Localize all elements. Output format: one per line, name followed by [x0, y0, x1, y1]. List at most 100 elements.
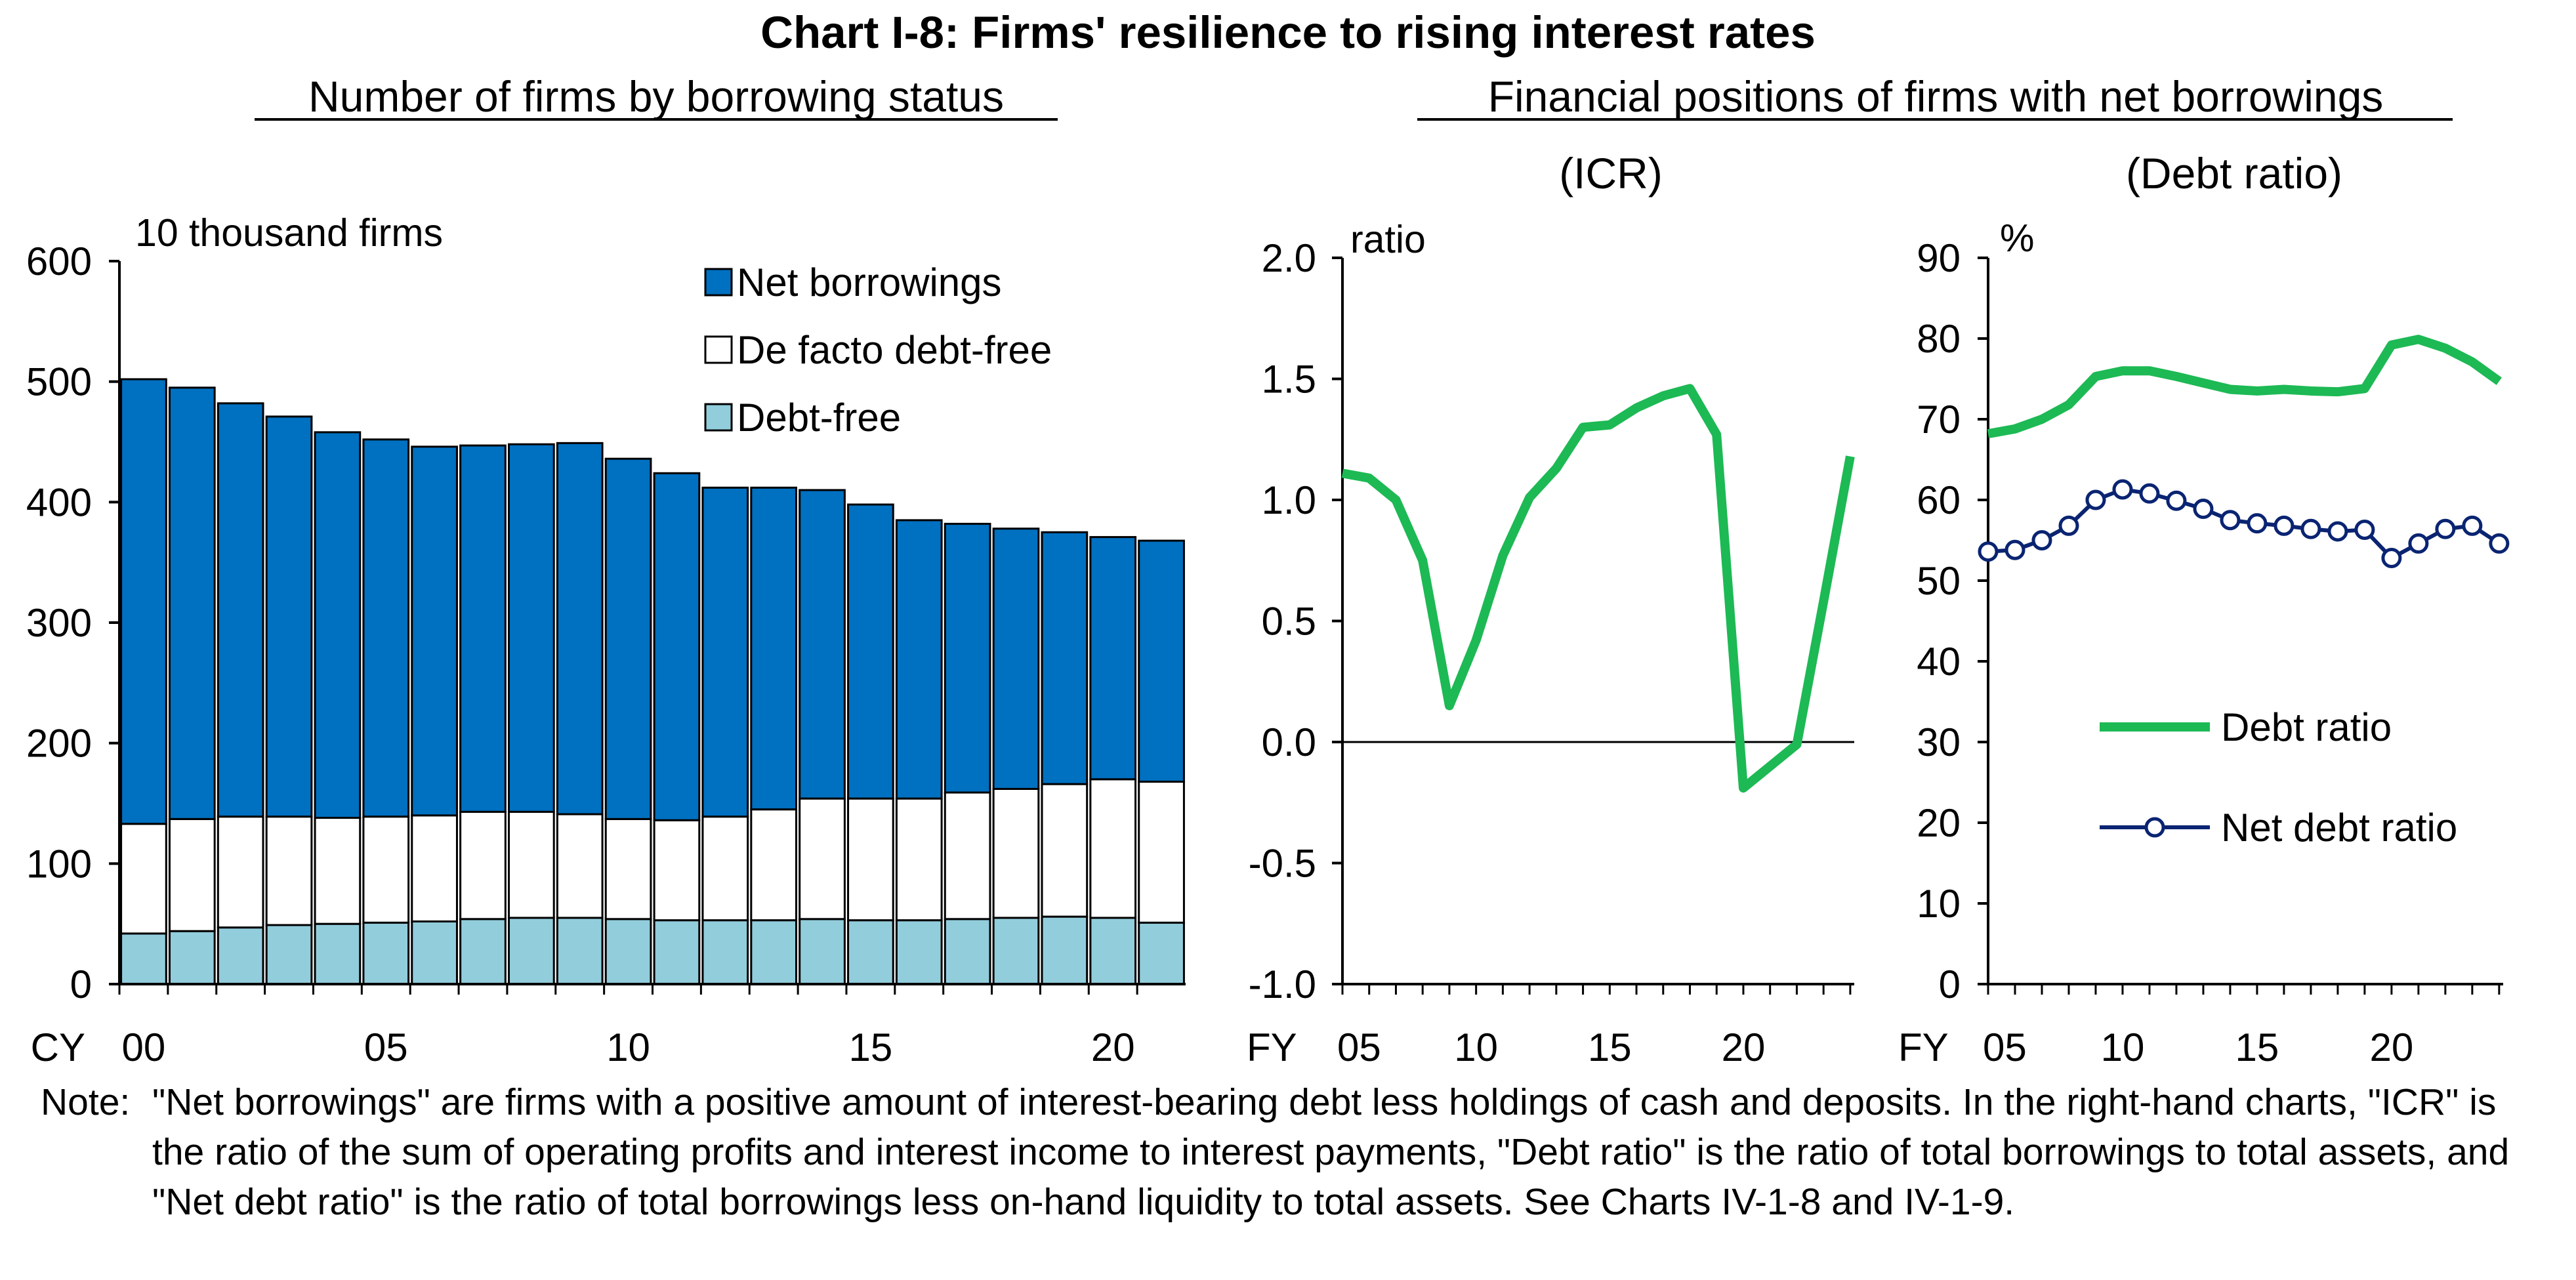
net-debt-ratio-point [2300, 518, 2321, 539]
debt-ratio-subtitle: (Debt ratio) [2126, 149, 2342, 197]
bar-segment [411, 814, 458, 922]
x-tick-label: 15 [849, 1025, 893, 1069]
legend-swatch [704, 268, 733, 297]
bar-segment [411, 920, 458, 985]
net-debt-ratio-point [2005, 539, 2025, 560]
bar-segment [750, 808, 798, 922]
y-tick-label: 90 [1917, 236, 1961, 280]
bar-segment [1138, 780, 1185, 924]
bar-segment [701, 919, 749, 985]
y-tick-label: 2.0 [1262, 236, 1316, 280]
net-debt-ratio-point [2274, 515, 2295, 536]
x-tick-label: 10 [606, 1025, 650, 1069]
icr-line-chart: -1.0 -0.5 0.0 0.5 1.0 1.5 2.0 05 10 15 20 FY [1247, 236, 1855, 1069]
net-debt-ratio-point [2139, 483, 2160, 504]
bar-segment [217, 402, 264, 818]
bar-segment [895, 797, 943, 922]
y-tick-label: 0 [1939, 962, 1961, 1006]
bar-segment [1089, 917, 1137, 985]
bar-segment [701, 486, 749, 818]
debt-ratio-line [1987, 335, 2502, 439]
net-debt-ratio-point [2462, 515, 2483, 536]
net-debt-ratio-point [2408, 533, 2429, 554]
footnote: Note: "Net borrowings" are firms with a … [41, 1077, 2534, 1227]
bar-segment [168, 930, 216, 985]
bar-segment [507, 810, 555, 919]
bar-segment [944, 791, 991, 920]
borrowing-status-bar-chart: 0 100 200 300 400 500 600 00 05 10 15 20 CY Net borro… [26, 239, 1186, 1069]
bar-segment [750, 486, 798, 811]
y-tick-label: 80 [1917, 317, 1961, 361]
y-tick-label: 50 [1917, 559, 1961, 603]
legend-swatch [704, 335, 733, 364]
y-tick-label: 200 [26, 722, 92, 766]
bar-segment [1138, 921, 1185, 985]
legend-label-net-debt-ratio: Net debt ratio [2221, 806, 2457, 850]
bar-segment [653, 472, 701, 821]
note-label: Note: [41, 1081, 131, 1123]
chart-title: Chart I-8: Firms' resilience to rising i… [760, 7, 1816, 58]
net-debt-ratio-point [2381, 548, 2402, 569]
bar-segment [653, 919, 701, 985]
bar-segment [314, 922, 362, 985]
bar-segment [604, 918, 652, 985]
bar-segment [604, 817, 652, 920]
y-tick-label: 600 [26, 239, 92, 283]
bar-segment [314, 431, 362, 819]
y-tick-label: 70 [1917, 398, 1961, 442]
x-tick-label: 05 [1983, 1025, 2027, 1069]
net-debt-ratio-point [2489, 533, 2510, 554]
bar-segment [217, 815, 264, 929]
x-prefix-label: CY [31, 1025, 85, 1069]
x-prefix-label: FY [1247, 1025, 1297, 1069]
bar-segment [701, 815, 749, 922]
bar-segment [799, 918, 846, 985]
y-tick-label: 1.0 [1262, 478, 1316, 522]
legend-label-debt-ratio: Debt ratio [2221, 705, 2392, 749]
y-tick-label: 100 [26, 842, 92, 886]
net-debt-ratio-point [2085, 489, 2106, 510]
bar-segment [362, 438, 410, 818]
bar-segment [992, 787, 1040, 919]
net-debt-ratio-point [2247, 513, 2268, 534]
net-debt-ratio-point [2354, 520, 2375, 541]
bar-segment [992, 527, 1040, 790]
bar-segment [1089, 778, 1137, 919]
bar-segment [944, 522, 991, 794]
net-debt-ratio-point [2220, 510, 2241, 531]
legend-swatch [704, 403, 733, 432]
bar-segment [507, 917, 555, 985]
y-tick-label: -0.5 [1249, 842, 1316, 886]
bar-segment [265, 924, 313, 985]
left-subtitle: Number of firms by borrowing status [308, 72, 1004, 121]
bar-segment [459, 918, 507, 985]
bar-segment [895, 919, 943, 985]
x-prefix-label: FY [1898, 1025, 1949, 1069]
bar-segment [604, 457, 652, 820]
legend-label: Net borrowings [737, 260, 1002, 304]
net-debt-ratio-point [2193, 499, 2214, 520]
right-subtitle: Financial positions of firms with net bo… [1488, 72, 2384, 121]
net-debt-ratio-point [2435, 518, 2456, 539]
x-tick-label: 15 [2235, 1025, 2279, 1069]
y-tick-label: 500 [26, 360, 92, 404]
y-tick-label: 400 [26, 480, 92, 524]
bar-segment [120, 932, 167, 985]
bar-segment [556, 813, 604, 919]
y-tick-label: 300 [26, 601, 92, 645]
bar-segment [265, 815, 313, 926]
net-debt-ratio-point [2112, 479, 2133, 500]
x-tick-label: 05 [1337, 1025, 1381, 1069]
note-text: "Net borrowings" are firms with a positi… [152, 1081, 2510, 1223]
bar-segment [362, 921, 410, 985]
bar-segment [168, 817, 216, 932]
x-tick-label: 20 [2370, 1025, 2414, 1069]
bar-segment [799, 797, 846, 920]
bar-segment [362, 815, 410, 924]
bar-segment [459, 810, 507, 920]
debt-ratio-line-chart: 0 10 20 30 40 50 60 70 80 90 05 10 15 20 FY Debt ratio N… [1898, 236, 2510, 1069]
y-tick-label: 10 [1917, 882, 1961, 926]
bar-segment [1138, 539, 1185, 783]
y-tick-label: 60 [1917, 478, 1961, 522]
